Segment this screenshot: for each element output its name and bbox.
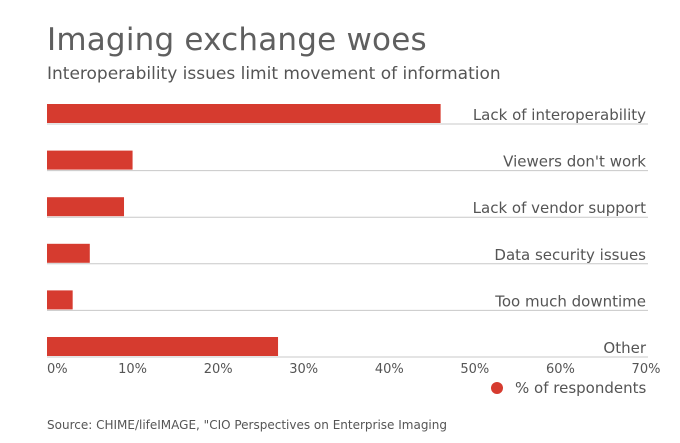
chart-title: Imaging exchange woes <box>47 22 427 58</box>
x-tick-label: 0% <box>47 362 68 377</box>
legend: % of respondents <box>491 379 646 397</box>
category-label: Viewers don't work <box>503 153 646 171</box>
chart-subtitle: Interoperability issues limit movement o… <box>47 64 501 84</box>
bar <box>47 337 279 356</box>
category-label: Lack of interoperability <box>473 106 646 124</box>
x-tick-label: 50% <box>460 362 489 377</box>
x-tick-label: 70% <box>632 362 661 377</box>
x-tick-label: 30% <box>289 362 318 377</box>
category-label: Other <box>603 339 646 357</box>
bar-rows: Lack of interoperability Viewers don't wo… <box>47 104 648 358</box>
category-label: Data security issues <box>494 246 646 264</box>
x-tick-label: 60% <box>546 362 575 377</box>
category-label: Lack of vendor support <box>473 199 646 217</box>
source-note: Source: CHIME/lifeIMAGE, "CIO Perspectiv… <box>47 418 447 432</box>
x-tick-label: 40% <box>375 362 404 377</box>
legend-label: % of respondents <box>515 379 647 397</box>
category-label: Too much downtime <box>494 292 646 310</box>
bar <box>47 290 73 310</box>
bar <box>47 150 133 170</box>
bar <box>47 104 441 123</box>
x-tick-label: 10% <box>118 362 147 377</box>
bar <box>47 197 125 217</box>
x-tick-label: 20% <box>204 362 233 377</box>
bar <box>47 243 90 263</box>
legend-swatch <box>491 382 503 394</box>
x-axis-ticks: 0% 10% 20% 30% 40% 50% 60% 70% <box>47 362 660 377</box>
